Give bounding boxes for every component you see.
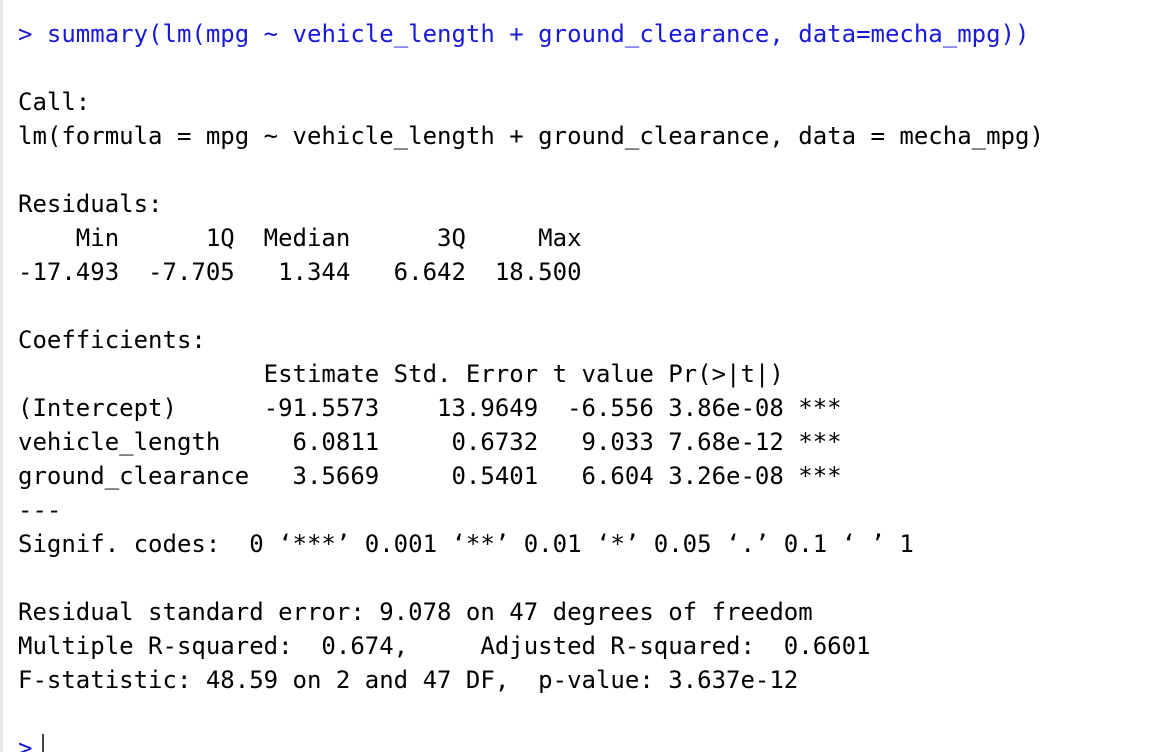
residuals-header: Residuals:: [18, 190, 163, 218]
input-line[interactable]: >: [18, 731, 45, 752]
coefficient-row-intercept: (Intercept) -91.5573 13.9649 -6.556 3.86…: [18, 394, 842, 422]
f-statistic-line: F-statistic: 48.59 on 2 and 47 DF, p-val…: [18, 666, 799, 694]
command-line: > summary(lm(mpg ~ vehicle_length + grou…: [18, 17, 1029, 51]
coefficient-row-vehicle-length: vehicle_length 6.0811 0.6732 9.033 7.68e…: [18, 428, 842, 456]
next-prompt-symbol: >: [18, 734, 33, 752]
signif-codes: Signif. codes: 0 ‘***’ 0.001 ‘**’ 0.01 ‘…: [18, 530, 914, 558]
coefficients-header: Coefficients:: [18, 326, 206, 354]
text-cursor: [42, 734, 45, 752]
residuals-labels: Min 1Q Median 3Q Max: [18, 224, 596, 252]
r-squared-line: Multiple R-squared: 0.674, Adjusted R-sq…: [18, 632, 885, 660]
separator-line: ---: [18, 496, 62, 524]
call-formula: lm(formula = mpg ~ vehicle_length + grou…: [18, 122, 1044, 150]
coefficients-columns: Estimate Std. Error t value Pr(>|t|): [18, 360, 842, 388]
coefficient-row-ground-clearance: ground_clearance 3.5669 0.5401 6.604 3.2…: [18, 462, 842, 490]
command-text: summary(lm(mpg ~ vehicle_length + ground…: [46, 20, 1030, 48]
call-header: Call:: [18, 88, 91, 116]
residual-standard-error: Residual standard error: 9.078 on 47 deg…: [18, 598, 813, 626]
prompt-symbol: >: [18, 20, 33, 48]
residuals-values: -17.493 -7.705 1.344 6.642 18.500: [18, 258, 596, 286]
